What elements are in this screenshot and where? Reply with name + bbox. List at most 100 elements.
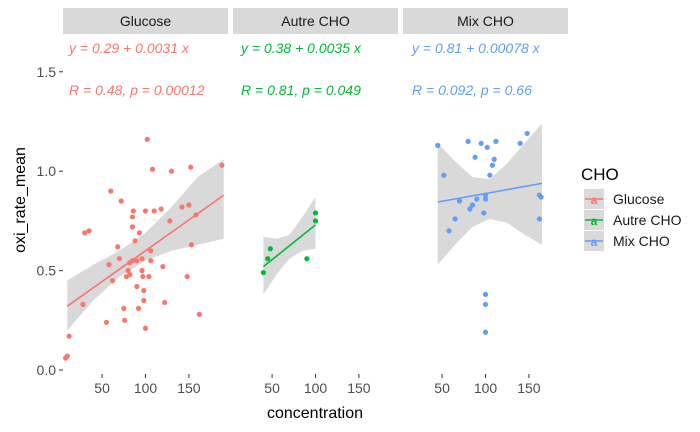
data-point [162, 299, 168, 306]
data-point [474, 196, 480, 202]
data-point [146, 273, 152, 280]
regression-stats: R = 0.81, p = 0.049 [241, 82, 361, 98]
data-point [136, 230, 143, 236]
data-point [103, 319, 110, 325]
data-point [129, 224, 136, 230]
data-point [134, 283, 140, 290]
x-axis-title: concentration [267, 405, 363, 422]
facet-panel-mix-cho: Mix CHO y = 0.81 + 0.00078 x R = 0.092, … [403, 8, 568, 396]
data-point [265, 256, 271, 262]
regression-equation: y = 0.29 + 0.0031 x [68, 40, 190, 56]
data-point [130, 208, 136, 214]
data-point [142, 325, 149, 331]
regression-stats: R = 0.48, p = 0.00012 [69, 82, 205, 98]
data-point [148, 258, 154, 264]
data-point [160, 264, 166, 270]
data-point [149, 166, 156, 172]
x-tick-label: 50 [434, 380, 450, 396]
x-tick-label: 150 [177, 380, 201, 396]
regression-equation: y = 0.81 + 0.00078 x [411, 40, 541, 56]
data-point [312, 218, 319, 224]
data-point [132, 238, 138, 244]
data-point [168, 168, 175, 174]
x-tick-label: 50 [264, 380, 280, 396]
data-point [186, 202, 192, 208]
data-point [115, 244, 121, 250]
data-point [158, 206, 164, 212]
data-point [142, 208, 149, 214]
data-point [148, 248, 154, 254]
strip-label: Mix CHO [457, 13, 514, 29]
data-point [193, 212, 199, 218]
data-point [491, 156, 497, 162]
x-tick-label: 150 [517, 380, 541, 396]
data-point [129, 214, 136, 220]
regression-line [437, 182, 543, 203]
data-point [441, 172, 447, 178]
data-point [66, 333, 72, 339]
data-point [108, 188, 114, 194]
data-point [144, 136, 150, 142]
y-tick-label: 1.5 [37, 64, 57, 80]
data-point [196, 311, 202, 317]
regression-equation: y = 0.38 + 0.0035 x [240, 40, 362, 56]
data-point [489, 162, 496, 168]
data-point [482, 196, 489, 202]
data-point [481, 210, 487, 216]
data-point [478, 140, 484, 146]
data-point [125, 268, 131, 274]
y-axis-title: oxi_rate_mean [12, 147, 29, 253]
legend-label: Mix CHO [613, 233, 670, 249]
data-point [184, 273, 190, 280]
facet-panel-autre-cho: Autre CHO y = 0.38 + 0.0035 x R = 0.81, … [233, 8, 398, 396]
data-point [467, 206, 473, 212]
legend-label: Autre CHO [613, 212, 682, 228]
data-point [446, 228, 452, 234]
data-point [82, 230, 88, 236]
data-point [538, 194, 544, 200]
data-point [140, 273, 146, 280]
data-point [487, 172, 493, 178]
data-point [109, 277, 116, 284]
data-point [179, 204, 185, 210]
strip-label: Autre CHO [281, 13, 350, 29]
data-point [493, 138, 499, 144]
data-point [469, 202, 476, 208]
data-point [134, 258, 140, 264]
data-point [219, 162, 225, 168]
x-axis: 50 100 150 [94, 374, 201, 396]
data-point [80, 301, 86, 308]
data-point [141, 287, 147, 294]
data-point [456, 198, 463, 204]
data-point [141, 297, 147, 304]
data-point [517, 140, 523, 146]
strip-background [403, 8, 568, 34]
data-point [118, 198, 124, 204]
y-axis: 0.0 0.5 1.0 1.5 [37, 64, 63, 378]
regression-stats: R = 0.092, p = 0.66 [412, 82, 532, 98]
data-point [472, 154, 478, 160]
data-point [304, 256, 310, 262]
data-point [139, 256, 145, 262]
data-point [63, 355, 69, 361]
data-point [106, 262, 112, 268]
facet-panel-glucose: Glucose y = 0.29 + 0.0031 x R = 0.48, p … [63, 8, 228, 396]
data-point [267, 246, 273, 252]
data-point [465, 138, 471, 144]
x-tick-label: 100 [474, 380, 498, 396]
x-tick-label: 150 [347, 380, 371, 396]
x-axis: 50 100 150 [264, 374, 371, 396]
strip-background [63, 8, 228, 34]
strip-label: Glucose [120, 13, 172, 29]
data-point [482, 329, 489, 335]
data-point [482, 291, 489, 298]
legend-label: Glucose [613, 191, 665, 207]
data-point [482, 192, 489, 198]
data-point [452, 216, 458, 222]
data-point [188, 164, 194, 170]
data-point [139, 268, 145, 274]
data-point [129, 258, 136, 264]
confidence-band [437, 123, 542, 265]
legend-key-glyph: a [591, 235, 598, 249]
x-tick-label: 100 [134, 380, 158, 396]
